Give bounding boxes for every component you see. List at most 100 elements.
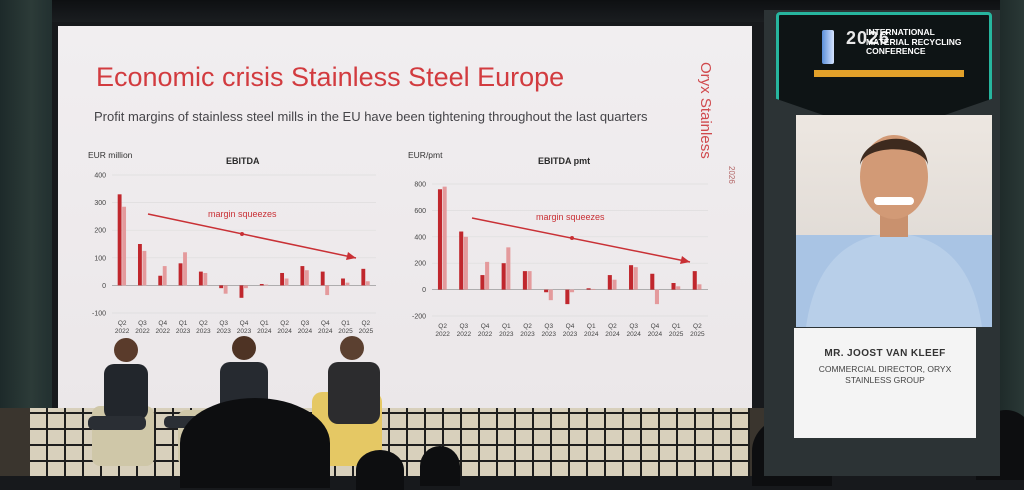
conference-logo-icon	[822, 30, 834, 64]
y-tick-label: 600	[414, 208, 426, 215]
bar	[142, 250, 147, 286]
speaker-name: MR. JOOST VAN KLEEF	[824, 348, 946, 359]
y-tick-label: 400	[414, 234, 426, 241]
trend-arrow-line	[147, 213, 357, 259]
bar	[671, 283, 676, 290]
x-tick-label: Q2	[523, 323, 532, 330]
x-tick-label: 2023	[499, 331, 514, 338]
x-tick-label: 2025	[359, 328, 374, 335]
x-tick-label: 2022	[435, 331, 450, 338]
x-tick-label: 2024	[605, 331, 620, 338]
bar	[244, 285, 248, 289]
bar	[565, 289, 570, 305]
bar	[158, 275, 163, 286]
x-tick-label: Q1	[179, 320, 188, 327]
y-tick-label: 400	[94, 173, 106, 180]
trend-arrowhead	[680, 256, 690, 264]
ebitda-chart: EUR million EBITDA 4003002001000-100Q220…	[88, 150, 376, 335]
trend-arrow-line	[471, 217, 691, 263]
x-tick-label: Q3	[460, 323, 469, 330]
bar	[137, 244, 142, 286]
x-tick-label: Q4	[566, 323, 575, 330]
chart-title: EBITDA pmt	[538, 156, 590, 166]
bar	[480, 275, 485, 290]
chart-ylabel: EUR/pmt	[408, 150, 443, 160]
x-tick-label: 2023	[542, 331, 557, 338]
x-tick-label: Q4	[158, 320, 167, 327]
bar	[361, 268, 366, 286]
bar	[570, 289, 575, 293]
bar	[300, 266, 305, 286]
bar	[178, 263, 183, 286]
speaker-role: COMMERCIAL DIRECTOR, ORYX STAINLESS GROU…	[818, 364, 952, 385]
x-tick-label: 2022	[156, 328, 171, 335]
x-tick-label: Q4	[481, 323, 490, 330]
conference-year: 2026	[846, 28, 891, 48]
y-tick-label: 0	[102, 283, 106, 290]
bar	[203, 272, 208, 286]
bar	[544, 289, 549, 293]
chart-title: EBITDA	[226, 156, 260, 166]
chart-ylabel: EUR million	[88, 150, 133, 160]
bar	[284, 278, 289, 286]
ebitda-pmt-chart: EUR/pmt EBITDA pmt 8006004002000-200Q220…	[408, 150, 708, 338]
x-tick-label: Q2	[280, 320, 289, 327]
bar	[162, 266, 167, 286]
bar	[223, 285, 228, 294]
bar	[629, 265, 634, 290]
chart-annotation: margin squeezes	[536, 212, 605, 222]
chart-annotation: margin squeezes	[208, 209, 277, 219]
x-tick-label: 2023	[237, 328, 252, 335]
x-tick-label: 2025	[690, 331, 705, 338]
bar	[463, 236, 468, 290]
bar	[280, 272, 285, 286]
x-tick-label: Q1	[341, 320, 350, 327]
x-tick-label: Q2	[362, 320, 371, 327]
bar	[259, 284, 264, 286]
bar	[522, 271, 527, 290]
x-tick-label: 2024	[257, 328, 272, 335]
conference-name: INTERNATIONAL MATERIAL RECYCLING CONFERE…	[866, 27, 962, 56]
bar	[506, 247, 511, 290]
x-tick-label: 2024	[318, 328, 333, 335]
x-tick-label: 2022	[457, 331, 472, 338]
panelist-left	[88, 338, 154, 466]
x-tick-label: 2023	[196, 328, 211, 335]
bar	[239, 285, 244, 298]
audience-head	[420, 446, 460, 486]
x-tick-label: Q2	[199, 320, 208, 327]
x-tick-label: Q2	[118, 320, 127, 327]
bar	[117, 194, 122, 286]
bar	[697, 284, 702, 290]
bar	[650, 273, 655, 290]
conference-tagline-bar	[814, 70, 964, 77]
x-tick-label: 2024	[277, 328, 292, 335]
bar	[341, 278, 345, 286]
x-tick-label: Q4	[321, 320, 330, 327]
x-tick-label: 2024	[648, 331, 663, 338]
x-tick-label: 2023	[216, 328, 231, 335]
right-wall	[1000, 0, 1024, 476]
bar	[501, 263, 506, 290]
bar	[325, 285, 330, 296]
bar	[676, 286, 681, 290]
bar	[633, 267, 638, 290]
y-tick-label: 100	[94, 255, 106, 262]
x-tick-label: Q3	[219, 320, 228, 327]
y-tick-label: 300	[94, 200, 106, 207]
y-tick-label: -100	[92, 311, 106, 318]
x-tick-label: 2023	[176, 328, 191, 335]
bar	[437, 189, 443, 290]
x-tick-label: Q1	[502, 323, 511, 330]
x-tick-label: 2022	[478, 331, 493, 338]
x-tick-label: 2024	[626, 331, 641, 338]
bar	[692, 271, 697, 290]
bar	[365, 281, 370, 286]
trend-marker	[240, 232, 244, 236]
bar	[591, 288, 596, 290]
y-tick-label: 200	[414, 261, 426, 268]
x-tick-label: Q3	[629, 323, 638, 330]
bar	[320, 271, 325, 286]
x-tick-label: 2025	[669, 331, 684, 338]
x-tick-label: Q1	[260, 320, 269, 327]
